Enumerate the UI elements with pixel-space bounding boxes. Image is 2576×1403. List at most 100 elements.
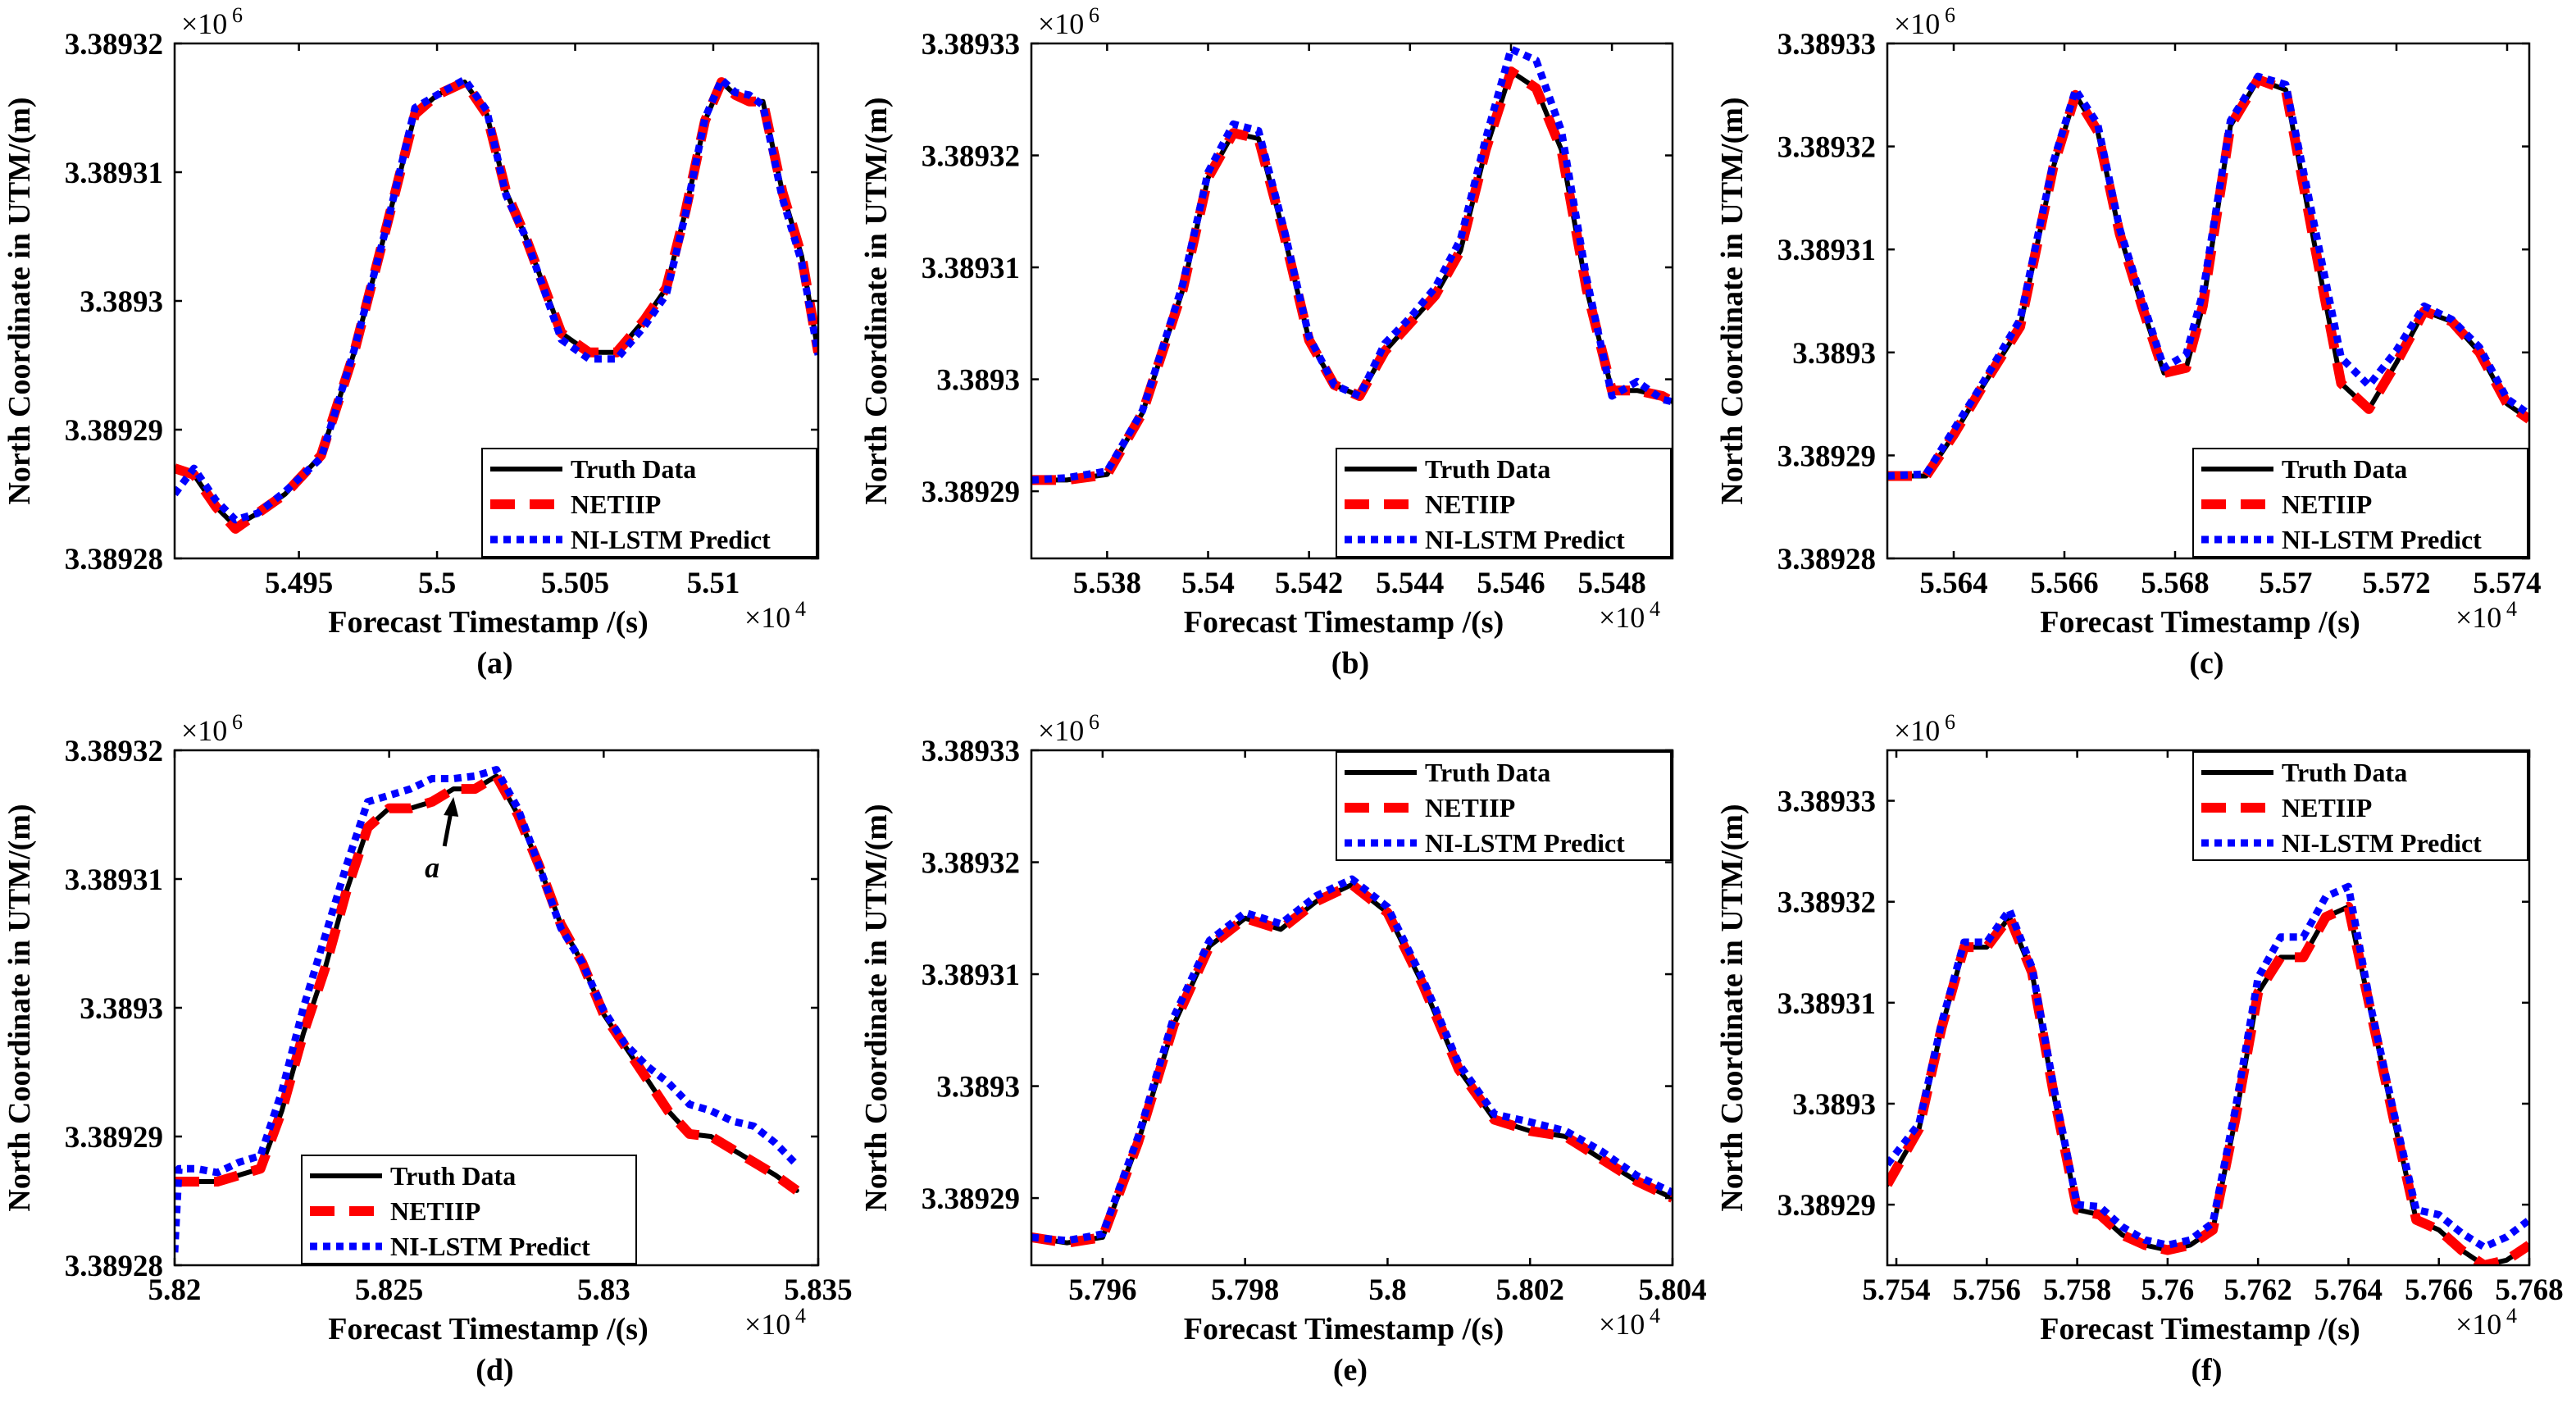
y-axis-multiplier: ×10 <box>1894 714 1940 747</box>
x-axis-multiplier: ×10 <box>744 1308 790 1341</box>
y-tick-label: 3.38932 <box>1777 131 1876 165</box>
x-tick-label: 5.5 <box>418 567 456 600</box>
x-axis-label: Forecast Timestamp /(s) <box>1184 1312 1504 1346</box>
series-line-ni-lstm-predict <box>1031 45 1673 484</box>
legend-label: Truth Data <box>2282 454 2407 484</box>
legend: Truth Data NETIIP NI-LSTM Predict <box>301 1155 637 1264</box>
legend-label: Truth Data <box>2282 758 2407 787</box>
y-tick-label: 3.38929 <box>1777 1189 1876 1223</box>
x-tick-label: 5.835 <box>784 1273 852 1307</box>
chart-panel-d: 5.82 5.825 5.83 5.835 3.38928 3.38929 3.3893 3.… <box>2 710 853 1387</box>
y-tick-label: 3.38929 <box>922 1182 1020 1216</box>
y-tick-label: 3.38928 <box>65 543 163 576</box>
x-axis-multiplier-exponent: 4 <box>795 1304 806 1328</box>
y-axis-label: North Coordinate in UTM/(m) <box>2 804 37 1211</box>
x-axis-label: Forecast Timestamp /(s) <box>328 1312 649 1346</box>
series-line-netiip <box>175 77 818 534</box>
legend: Truth Data NETIIP NI-LSTM Predict <box>1336 448 1672 558</box>
x-tick-label: 5.542 <box>1275 567 1343 600</box>
series-line-ni-lstm-predict <box>1031 875 1673 1245</box>
legend: Truth Data NETIIP NI-LSTM Predict <box>481 448 817 558</box>
y-axis-label: North Coordinate in UTM/(m) <box>859 804 894 1211</box>
x-tick-label: 5.798 <box>1211 1273 1279 1307</box>
legend-label: NI-LSTM Predict <box>2282 828 2482 858</box>
x-axis-multiplier: ×10 <box>1599 601 1645 634</box>
legend-label: NI-LSTM Predict <box>571 525 771 554</box>
y-tick-label: 3.38931 <box>1777 987 1876 1021</box>
axes-frame <box>1030 749 1674 1267</box>
y-axis-label: North Coordinate in UTM/(m) <box>859 97 894 504</box>
legend-label: Truth Data <box>390 1161 516 1191</box>
axes-frame <box>1886 42 2531 560</box>
y-axis-multiplier: ×10 <box>1038 7 1084 40</box>
y-tick-label: 3.3893 <box>936 364 1020 398</box>
legend-label: NI-LSTM Predict <box>1425 525 1625 554</box>
y-tick-label: 3.38931 <box>922 959 1020 992</box>
y-tick-label: 3.38931 <box>65 863 163 897</box>
legend-label: NI-LSTM Predict <box>1425 828 1625 858</box>
x-axis-multiplier-exponent: 4 <box>1650 1304 1660 1328</box>
y-axis-label: North Coordinate in UTM/(m) <box>1715 97 1750 504</box>
legend-label: NETIIP <box>1425 793 1515 822</box>
series-line-netiip <box>1031 879 1673 1248</box>
x-axis-multiplier: ×10 <box>2455 1308 2501 1341</box>
y-tick-label: 3.38928 <box>65 1250 163 1283</box>
x-tick-label: 5.57 <box>2260 567 2313 600</box>
legend-label: NETIIP <box>390 1196 480 1226</box>
x-tick-label: 5.758 <box>2043 1273 2111 1307</box>
y-axis-label: North Coordinate in UTM/(m) <box>2 97 37 504</box>
y-axis-multiplier-exponent: 6 <box>232 3 243 27</box>
x-axis-multiplier-exponent: 4 <box>2506 597 2517 621</box>
y-axis-multiplier-exponent: 6 <box>1945 710 1955 734</box>
y-tick-label: 3.38931 <box>922 252 1020 285</box>
x-axis-multiplier: ×10 <box>2455 601 2501 634</box>
x-tick-label: 5.756 <box>1953 1273 2021 1307</box>
series-group <box>1887 72 2529 481</box>
x-tick-label: 5.544 <box>1376 567 1444 600</box>
x-tick-label: 5.768 <box>2495 1273 2563 1307</box>
legend-label: NI-LSTM Predict <box>390 1232 590 1261</box>
series-group <box>1031 875 1673 1248</box>
x-tick-label: 5.82 <box>148 1273 202 1307</box>
series-group <box>175 766 800 1253</box>
y-tick-label: 3.38932 <box>65 28 163 61</box>
panel-caption: (a) <box>476 646 512 681</box>
axes-frame <box>1030 42 1674 560</box>
axes-frame <box>1886 749 2531 1267</box>
x-tick-label: 5.825 <box>355 1273 423 1307</box>
y-axis-multiplier-exponent: 6 <box>232 710 243 734</box>
chart-panel-a: 5.495 5.5 5.505 5.51 3.38928 3.38929 3.3893 3.3… <box>2 3 820 681</box>
x-axis-multiplier-exponent: 4 <box>795 597 806 621</box>
x-tick-label: 5.54 <box>1181 567 1235 600</box>
series-group <box>175 75 818 534</box>
y-axis-multiplier: ×10 <box>181 7 227 40</box>
chart-panel-e: 5.796 5.798 5.8 5.802 5.804 3.38929 3.3893 3.38… <box>859 710 1707 1387</box>
y-tick-label: 3.38933 <box>922 735 1020 768</box>
legend: Truth Data NETIIP NI-LSTM Predict <box>1336 751 1672 861</box>
legend-label: NETIIP <box>571 490 661 519</box>
series-line-ni-lstm-predict <box>175 75 818 524</box>
chart-panel-f: 5.754 5.756 5.758 5.76 5.762 5.764 5.766 5.768 3… <box>1715 710 2564 1387</box>
y-axis-multiplier: ×10 <box>181 714 227 747</box>
x-axis-label: Forecast Timestamp /(s) <box>2040 1312 2360 1346</box>
x-tick-label: 5.538 <box>1073 567 1141 600</box>
x-tick-label: 5.762 <box>2224 1273 2292 1307</box>
annotation-label: a <box>425 851 439 884</box>
panel-caption: (f) <box>2191 1353 2223 1387</box>
series-line-ni-lstm-predict <box>1887 72 2529 480</box>
y-axis-multiplier-exponent: 6 <box>1089 3 1099 27</box>
x-axis-label: Forecast Timestamp /(s) <box>1184 605 1504 640</box>
legend-label: Truth Data <box>1425 454 1550 484</box>
y-axis-multiplier: ×10 <box>1894 7 1940 40</box>
y-tick-label: 3.38929 <box>65 414 163 448</box>
series-line-ni-lstm-predict <box>1887 882 2529 1251</box>
x-axis-multiplier: ×10 <box>1599 1308 1645 1341</box>
legend-label: NETIIP <box>1425 490 1515 519</box>
x-tick-label: 5.566 <box>2030 567 2098 600</box>
x-tick-label: 5.804 <box>1638 1273 1706 1307</box>
legend: Truth Data NETIIP NI-LSTM Predict <box>2192 751 2528 861</box>
x-tick-label: 5.505 <box>541 567 609 600</box>
x-tick-label: 5.568 <box>2141 567 2209 600</box>
x-tick-label: 5.802 <box>1496 1273 1564 1307</box>
x-tick-label: 5.764 <box>2314 1273 2383 1307</box>
